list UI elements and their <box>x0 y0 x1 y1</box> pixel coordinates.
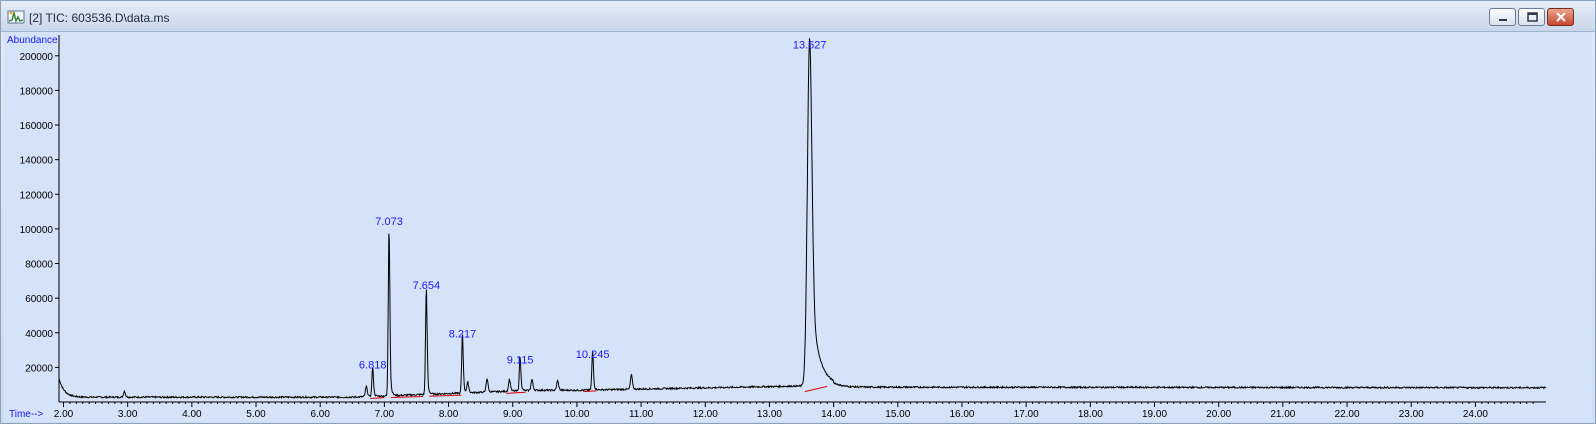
x-tick-label: 9.00 <box>503 409 523 420</box>
y-tick-label: 200000 <box>20 52 54 63</box>
x-tick-label: 22.00 <box>1335 409 1360 420</box>
x-tick-label: 11.00 <box>629 409 654 420</box>
y-tick-label: 160000 <box>20 121 54 132</box>
x-tick-label: 21.00 <box>1270 409 1295 420</box>
peak-label[interactable]: 6.818 <box>359 360 387 372</box>
peak-label[interactable]: 7.654 <box>413 280 441 292</box>
peak-label[interactable]: 7.073 <box>375 216 403 228</box>
window-title: [2] TIC: 603536.D\data.ms <box>29 11 170 25</box>
maximize-button[interactable] <box>1518 8 1545 26</box>
x-tick-label: 6.00 <box>310 409 330 420</box>
x-tick-label: 7.00 <box>375 409 395 420</box>
close-icon <box>1556 12 1566 22</box>
y-tick-label: 20000 <box>25 363 53 374</box>
close-button[interactable] <box>1547 8 1574 26</box>
integration-baseline <box>583 390 597 393</box>
tic-chromatogram-chart[interactable]: Abundance Time--> 20000 40000 60000 80000 10… <box>4 32 1592 422</box>
integration-baseline <box>370 397 385 400</box>
x-tick-label: 23.00 <box>1399 409 1424 420</box>
y-tick-label: 100000 <box>20 225 54 236</box>
peak-label[interactable]: 10.245 <box>576 349 610 361</box>
integration-baseline <box>390 395 423 398</box>
x-tick-label: 12.00 <box>693 409 718 420</box>
peak-label[interactable]: 13.627 <box>793 39 827 51</box>
x-tick-label: 8.00 <box>439 409 459 420</box>
y-tick-label: 180000 <box>20 86 54 97</box>
x-tick-label: 5.00 <box>246 409 266 420</box>
x-tick-label: 14.00 <box>821 409 846 420</box>
x-tick-label: 17.00 <box>1014 409 1039 420</box>
integration-baseline <box>506 391 526 394</box>
integration-baseline <box>804 385 828 393</box>
y-tick-label: 80000 <box>25 260 53 271</box>
x-tick-label: 24.00 <box>1463 409 1488 420</box>
x-tick-label: 2.00 <box>54 409 74 420</box>
x-tick-label: 13.00 <box>757 409 782 420</box>
chromatogram-plot-area[interactable]: Abundance Time--> 20000 40000 60000 80000 10… <box>4 32 1592 422</box>
minimize-icon <box>1499 19 1507 21</box>
y-tick-label: 140000 <box>20 156 54 167</box>
y-tick-label: 60000 <box>25 294 53 305</box>
peak-label[interactable]: 8.217 <box>449 328 477 340</box>
chromatogram-app-icon <box>7 10 25 24</box>
x-tick-label: 3.00 <box>118 409 138 420</box>
peak-label[interactable]: 9.115 <box>507 354 534 366</box>
x-tick-label: 16.00 <box>949 409 974 420</box>
x-tick-label: 18.00 <box>1078 409 1103 420</box>
x-tick-label: 4.00 <box>182 409 202 420</box>
maximize-icon <box>1527 12 1538 22</box>
x-tick-label: 10.00 <box>564 409 589 420</box>
title-bar[interactable]: [2] TIC: 603536.D\data.ms <box>1 1 1595 32</box>
x-axis-label: Time--> <box>9 409 44 420</box>
y-axis-label: Abundance <box>7 35 58 46</box>
y-tick-label: 40000 <box>25 329 53 340</box>
x-tick-label: 20.00 <box>1206 409 1231 420</box>
y-tick-label: 120000 <box>20 190 54 201</box>
x-tick-label: 19.00 <box>1142 409 1167 420</box>
minimize-button[interactable] <box>1489 8 1516 26</box>
x-tick-label: 15.00 <box>885 409 910 420</box>
integration-baseline <box>429 394 462 397</box>
tic-trace-line <box>58 38 1547 400</box>
